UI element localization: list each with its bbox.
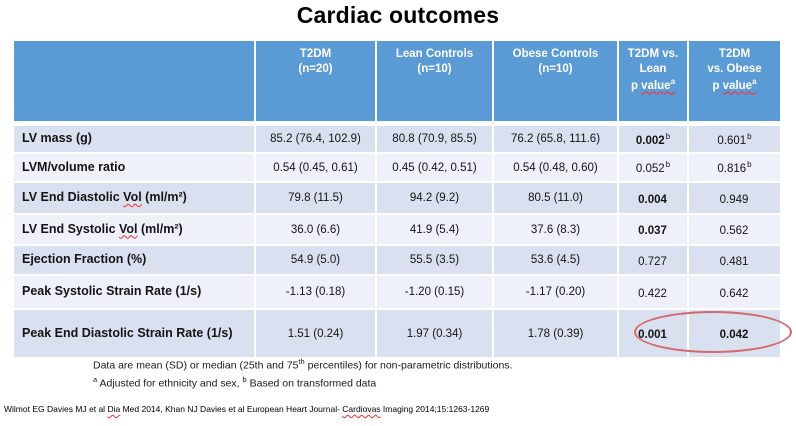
table-row: Ejection Fraction (%) 54.9 (5.0) 55.5 (3…	[14, 246, 780, 274]
column-header-pvalue-obese: T2DM vs. Obese p valuea	[689, 41, 780, 124]
cell-lean-controls: 55.5 (3.5)	[377, 246, 492, 274]
cell-t2dm: 79.8 (11.5)	[256, 183, 375, 213]
table-row: LV End Systolic Vol (ml/m²) 36.0 (6.6) 4…	[14, 215, 780, 244]
misspelled-word: valuea	[722, 76, 757, 92]
cell-obese-controls: 0.54 (0.48, 0.60)	[494, 154, 617, 181]
outcomes-table: T2DM (n=20) Lean Controls (n=10) Obese C…	[12, 39, 782, 359]
cell-t2dm: 54.9 (5.0)	[256, 246, 375, 274]
cell-pvalue-obese: 0.562	[689, 215, 780, 244]
cell-t2dm: 85.2 (76.4, 102.9)	[256, 126, 375, 152]
cell-pvalue-lean: 0.052b	[619, 154, 687, 181]
cell-lean-controls: -1.20 (0.15)	[377, 276, 492, 308]
header-row: T2DM (n=20) Lean Controls (n=10) Obese C…	[14, 41, 780, 124]
cell-obese-controls: 37.6 (8.3)	[494, 215, 617, 244]
cell-obese-controls: 76.2 (65.8, 111.6)	[494, 126, 617, 152]
cell-pvalue-lean: 0.422	[619, 276, 687, 308]
citation: Wilmot EG Davies MJ et al Dia Med 2014, …	[4, 404, 490, 414]
footnotes: Data are mean (SD) or median (25th and 7…	[93, 355, 512, 390]
row-label: Peak End Diastolic Strain Rate (1/s)	[14, 310, 254, 357]
cell-pvalue-obese: 0.642	[689, 276, 780, 308]
cell-obese-controls: 1.78 (0.39)	[494, 310, 617, 357]
cell-obese-controls: 80.5 (11.0)	[494, 183, 617, 213]
cell-pvalue-obese: 0.601b	[689, 126, 780, 152]
cell-pvalue-obese: 0.042	[689, 310, 780, 357]
cell-t2dm: -1.13 (0.18)	[256, 276, 375, 308]
cell-pvalue-obese: 0.816b	[689, 154, 780, 181]
row-label: LV End Systolic Vol (ml/m²)	[14, 215, 254, 244]
cell-t2dm: 1.51 (0.24)	[256, 310, 375, 357]
misspelled-word: valuea	[641, 76, 676, 92]
cell-t2dm: 0.54 (0.45, 0.61)	[256, 154, 375, 181]
cell-pvalue-lean: 0.004	[619, 183, 687, 213]
table-row: LV End Diastolic Vol (ml/m²) 79.8 (11.5)…	[14, 183, 780, 213]
footnote-line-1: Data are mean (SD) or median (25th and 7…	[93, 357, 513, 372]
column-header-t2dm: T2DM (n=20)	[256, 41, 375, 124]
cell-lean-controls: 1.97 (0.34)	[377, 310, 492, 357]
cell-pvalue-lean: 0.002b	[619, 126, 687, 152]
cell-pvalue-lean: 0.037	[619, 215, 687, 244]
cell-lean-controls: 0.45 (0.42, 0.51)	[377, 154, 492, 181]
column-header-lean-controls: Lean Controls (n=10)	[377, 41, 492, 124]
column-header-measure	[14, 41, 254, 124]
cell-pvalue-lean: 0.727	[619, 246, 687, 274]
table-row: LVM/volume ratio 0.54 (0.45, 0.61) 0.45 …	[14, 154, 780, 181]
row-label: LV End Diastolic Vol (ml/m²)	[14, 183, 254, 213]
footnote-line-2: a Adjusted for ethnicity and sex, b Base…	[93, 374, 377, 390]
cell-pvalue-lean: 0.001	[619, 310, 687, 357]
row-label: LVM/volume ratio	[14, 154, 254, 181]
slide-title: Cardiac outcomes	[296, 2, 500, 28]
table-row: Peak Systolic Strain Rate (1/s) -1.13 (0…	[14, 276, 780, 308]
row-label: LV mass (g)	[14, 126, 254, 152]
table-row: LV mass (g) 85.2 (76.4, 102.9) 80.8 (70.…	[14, 126, 780, 152]
cell-lean-controls: 94.2 (9.2)	[377, 183, 492, 213]
column-header-obese-controls: Obese Controls (n=10)	[494, 41, 617, 124]
cell-obese-controls: 53.6 (4.5)	[494, 246, 617, 274]
cell-pvalue-obese: 0.949	[689, 183, 780, 213]
row-label: Peak Systolic Strain Rate (1/s)	[14, 276, 254, 308]
cell-t2dm: 36.0 (6.6)	[256, 215, 375, 244]
cell-lean-controls: 80.8 (70.9, 85.5)	[377, 126, 492, 152]
table-row: Peak End Diastolic Strain Rate (1/s) 1.5…	[14, 310, 780, 357]
column-header-pvalue-lean: T2DM vs. Lean p valuea	[619, 41, 687, 124]
cell-obese-controls: -1.17 (0.20)	[494, 276, 617, 308]
row-label: Ejection Fraction (%)	[14, 246, 254, 274]
cell-lean-controls: 41.9 (5.4)	[377, 215, 492, 244]
cell-pvalue-obese: 0.481	[689, 246, 780, 274]
